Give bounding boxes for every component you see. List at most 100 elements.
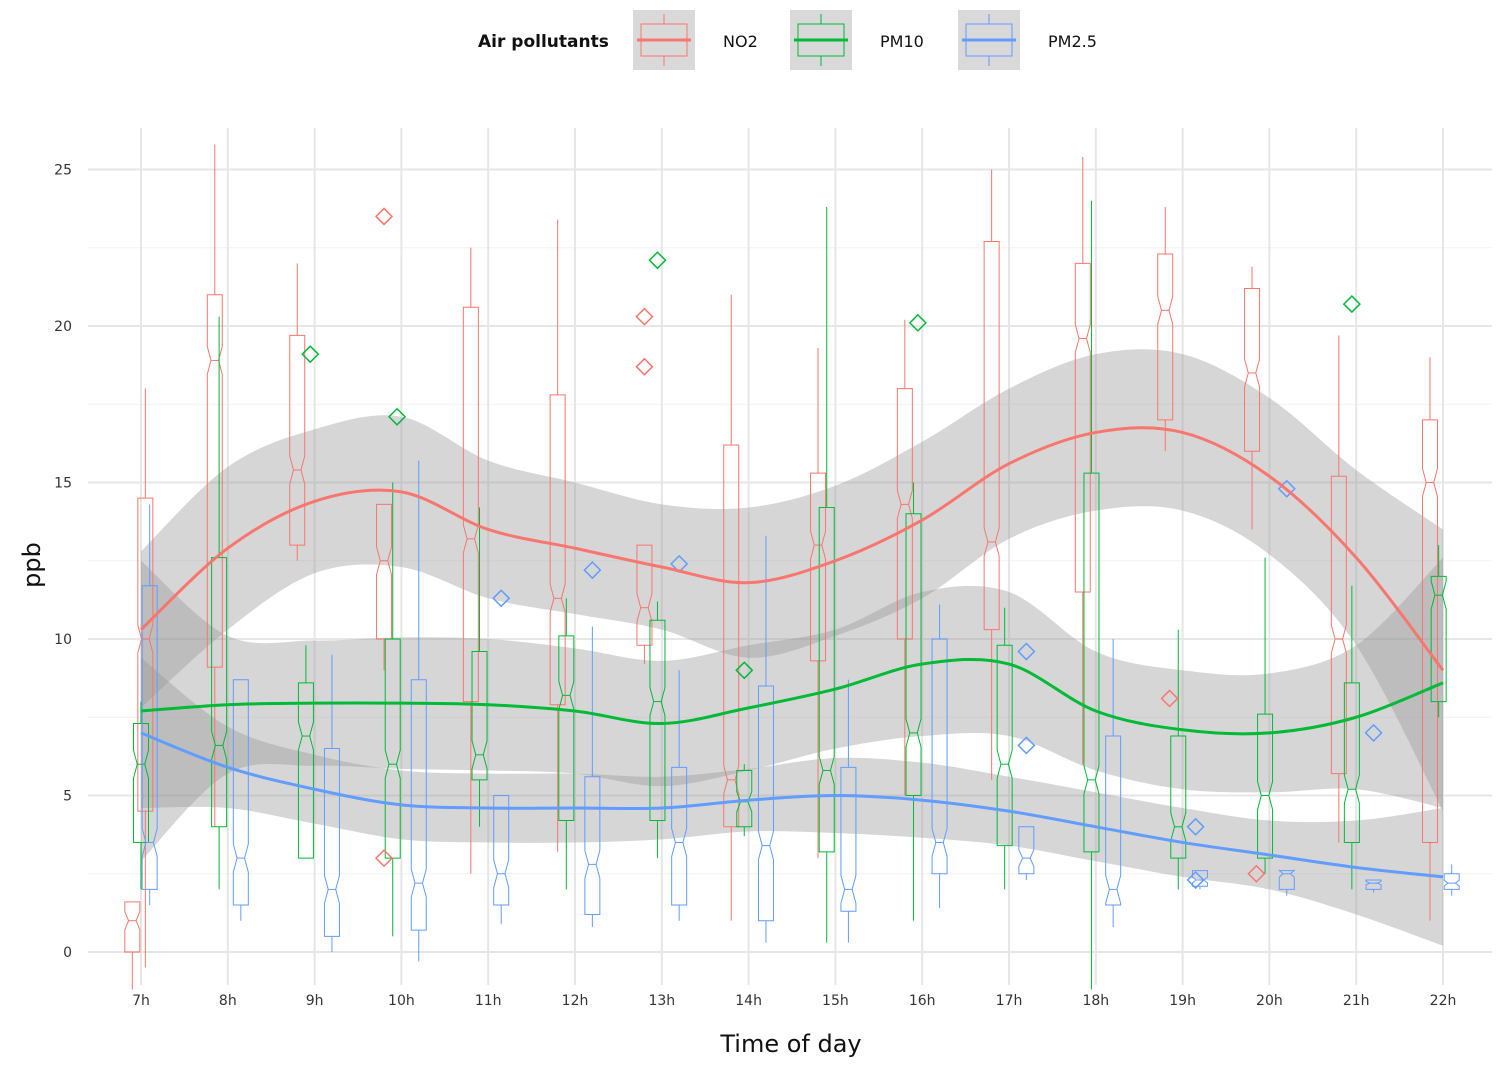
confidence-ribbon-no2 (141, 349, 1443, 812)
legend: Air pollutants NO2 PM10 PM2.5 (478, 10, 1097, 70)
box-pm10 (996, 607, 1013, 890)
outlier-point (1186, 870, 1205, 890)
box-pm25 (1105, 639, 1122, 927)
notched-box (471, 651, 488, 781)
box-no2 (896, 319, 913, 796)
box-no2 (124, 901, 141, 990)
x-tick-label: 20h (1256, 993, 1283, 1009)
notched-box (931, 638, 948, 875)
notched-box (323, 748, 340, 937)
outlier-points (301, 207, 1383, 890)
y-axis-title: ppb (18, 542, 46, 588)
box-pm10 (818, 207, 835, 943)
notched-box (211, 557, 228, 828)
box-pm10 (558, 598, 575, 890)
box-pm25 (1191, 870, 1208, 890)
outlier-point (387, 407, 407, 426)
confidence-ribbons (141, 349, 1443, 946)
notched-box (558, 635, 575, 822)
notched-box (983, 240, 1000, 631)
box-pm25 (671, 670, 688, 921)
smooth-line-pm10 (140, 657, 1444, 736)
outlier-point (635, 307, 654, 326)
notched-box (736, 769, 753, 828)
box-pm25 (1018, 826, 1035, 881)
box-pm25 (493, 795, 510, 924)
outlier-point (374, 849, 394, 868)
x-tick-label: 15h (822, 993, 849, 1009)
notched-box (141, 585, 158, 890)
notched-box (384, 638, 401, 859)
outlier-point (1186, 817, 1205, 836)
x-tick-label: 16h (909, 993, 936, 1009)
notched-box (493, 795, 510, 906)
notched-box (232, 679, 249, 906)
outlier-point (1247, 864, 1266, 883)
x-tick-label: 18h (1082, 993, 1109, 1009)
smooth-line-pm25 (140, 731, 1444, 879)
notched-box (1430, 575, 1447, 703)
x-tick-label: 22h (1430, 993, 1457, 1009)
box-pm10 (1170, 629, 1187, 890)
notched-box (584, 776, 601, 915)
box-pm25 (141, 504, 158, 906)
notched-box (1105, 735, 1122, 906)
outlier-point (1364, 723, 1383, 742)
notched-box (636, 544, 653, 646)
x-tick-label: 13h (648, 993, 675, 1009)
y-tick-labels: 0 5 10 15 20 25 (54, 163, 72, 962)
x-tick-label: 21h (1343, 993, 1370, 1009)
legend-label: PM2.5 (1048, 32, 1097, 51)
box-pm25 (232, 679, 249, 921)
box-pm10 (211, 316, 228, 890)
notched-box (1244, 287, 1261, 452)
y-tick-label: 25 (54, 163, 72, 179)
box-no2 (1157, 207, 1174, 452)
x-tick-label: 9h (306, 993, 324, 1009)
outlier-point (1017, 736, 1036, 755)
box-pm10 (905, 482, 922, 921)
x-tick-label: 10h (388, 993, 415, 1009)
notched-box (1157, 253, 1174, 421)
box-pm10 (1257, 557, 1274, 874)
box-pm10 (297, 645, 314, 859)
legend-label: PM10 (880, 32, 924, 51)
x-tick-label: 11h (475, 993, 502, 1009)
notched-box (1257, 713, 1274, 859)
smooth-line-no2 (139, 426, 1445, 672)
x-tick-label: 19h (1169, 993, 1196, 1009)
y-tick-label: 0 (63, 945, 72, 961)
confidence-ribbon-pm10 (141, 557, 1443, 862)
box-pm10 (384, 482, 401, 937)
notched-box (1343, 682, 1360, 843)
outlier-point (374, 207, 394, 226)
notched-box (1170, 735, 1187, 859)
notched-box (549, 394, 566, 706)
notched-box (1278, 869, 1295, 890)
box-plots (124, 144, 1460, 990)
box-pm10 (649, 601, 666, 859)
x-tick-label: 7h (132, 993, 150, 1009)
legend-item-pm25: PM2.5 (958, 10, 1097, 70)
notched-box (996, 644, 1013, 847)
x-axis-title: Time of day (719, 1030, 861, 1058)
outlier-point (583, 561, 602, 580)
outlier-point (301, 345, 320, 364)
outlier-point (648, 251, 667, 270)
outlier-point (1160, 689, 1179, 708)
notched-box (289, 334, 306, 546)
x-tick-label: 14h (735, 993, 762, 1009)
notched-box (206, 294, 223, 668)
box-no2 (462, 247, 479, 874)
notched-box (757, 685, 774, 922)
notched-box (896, 388, 913, 640)
x-tick-label: 8h (219, 993, 237, 1009)
box-pm10 (1430, 545, 1447, 718)
x-tick-label: 12h (562, 993, 589, 1009)
y-tick-label: 15 (54, 476, 72, 492)
box-pm25 (757, 535, 774, 943)
y-tick-label: 20 (54, 319, 72, 335)
notched-box (1421, 419, 1438, 843)
box-pm10 (1083, 200, 1100, 990)
